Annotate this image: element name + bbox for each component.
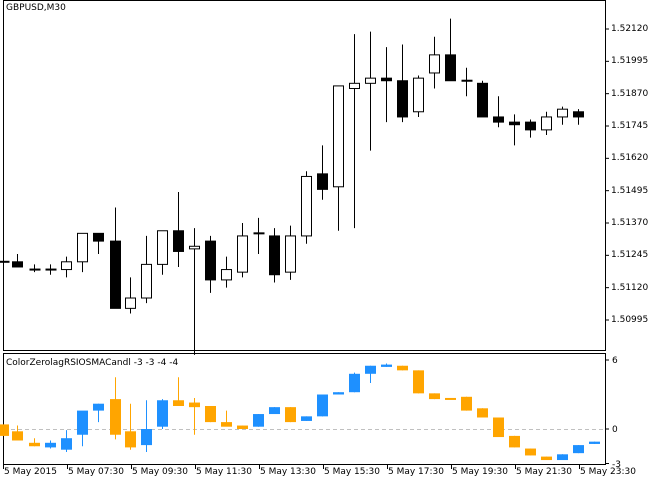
time-tick-label: 5 May 17:30 (388, 467, 444, 477)
time-tick-label: 5 May 2015 (4, 467, 57, 477)
indicator-title: ColorZerolagRSIOSMACandl -3 -3 -4 -4 (6, 358, 179, 368)
time-tick-label: 5 May 11:30 (196, 467, 252, 477)
price-tick-label: 1.51995 (611, 56, 649, 67)
time-tick-label: 5 May 09:30 (132, 467, 188, 477)
time-tick-label: 5 May 07:30 (68, 467, 124, 477)
time-tick-label: 5 May 21:30 (516, 467, 572, 477)
main-chart-title: GBPUSD,M30 (6, 3, 66, 13)
time-tick-label: 5 May 13:30 (260, 467, 316, 477)
indicator-tick-label: 0 (612, 425, 618, 435)
price-tick-label: 1.51620 (611, 153, 649, 164)
time-tick-label: 5 May 23:30 (580, 467, 636, 477)
indicator-tick-label: 6 (612, 356, 618, 366)
price-tick-label: 1.51120 (611, 282, 649, 293)
main-chart-frame[interactable] (3, 0, 606, 351)
price-tick-label: 1.51370 (611, 218, 649, 228)
price-tick-label: 1.52120 (611, 24, 649, 34)
price-tick-label: 1.51245 (611, 250, 649, 261)
price-tick-label: 1.50995 (611, 315, 649, 325)
price-tick-label: 1.51495 (611, 185, 649, 196)
price-tick-label: 1.51870 (611, 88, 649, 99)
time-tick-label: 5 May 19:30 (452, 467, 508, 477)
time-tick-label: 5 May 15:30 (324, 467, 380, 477)
price-tick-label: 1.51745 (611, 121, 649, 131)
indicator-tick-label: -3 (612, 459, 621, 470)
